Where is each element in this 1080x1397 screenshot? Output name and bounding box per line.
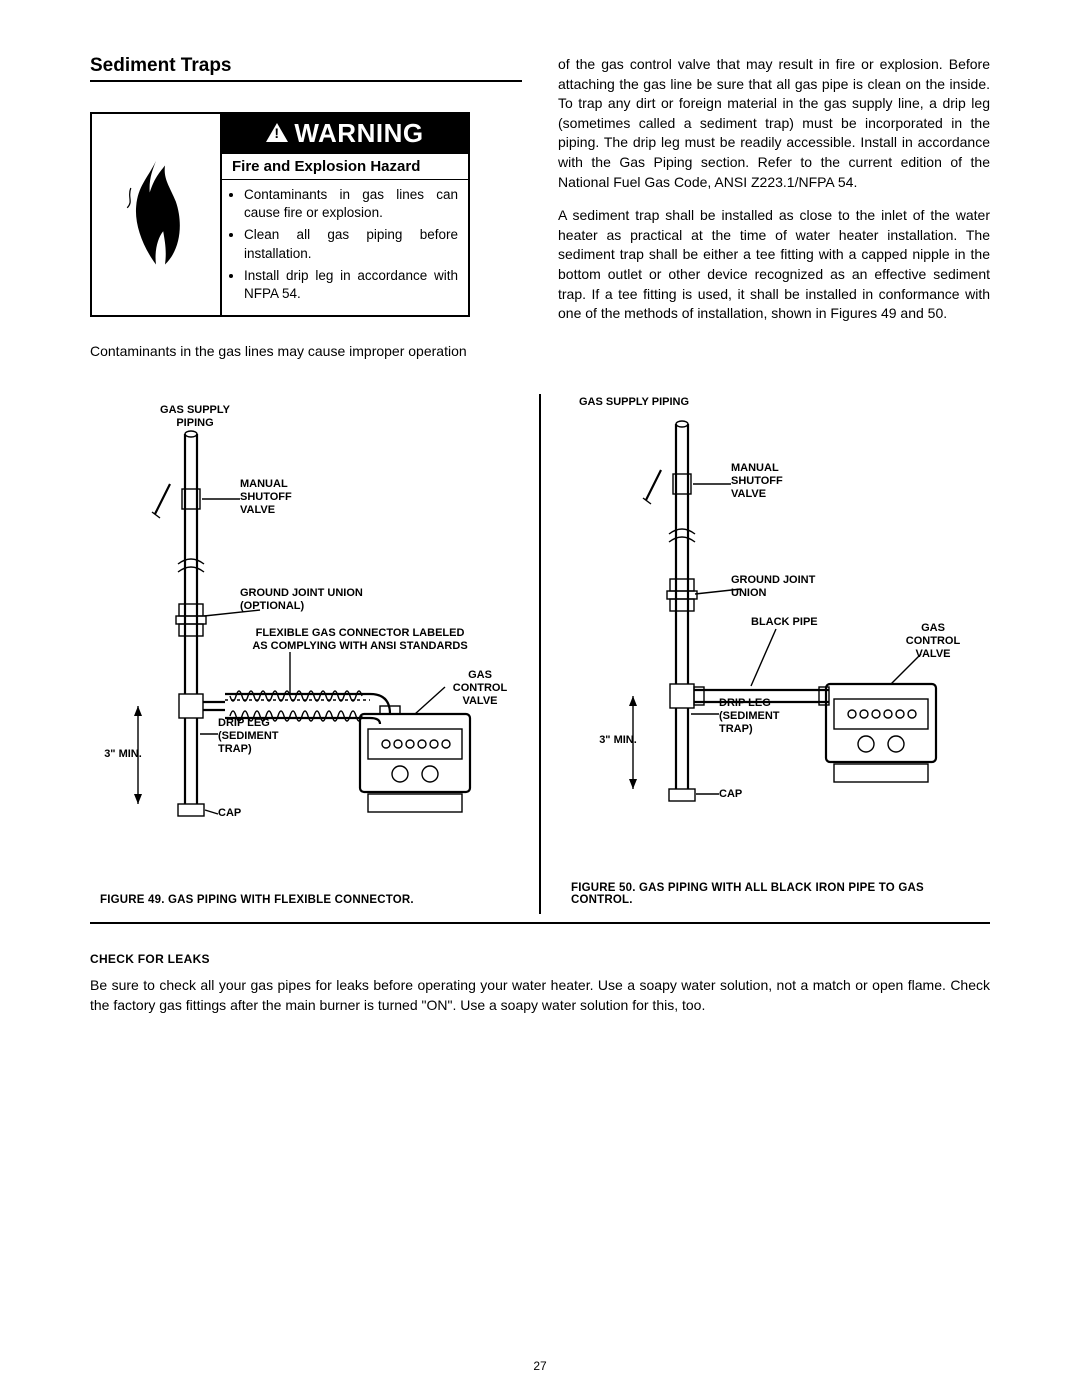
label-drip: DRIP LEG (SEDIMENT TRAP) <box>218 717 308 757</box>
label-gas-supply: GAS SUPPLY PIPING <box>579 396 739 409</box>
flame-icon <box>92 114 222 315</box>
warning-bullets: Contaminants in gas lines can cause fire… <box>222 180 468 315</box>
warning-banner: WARNING <box>222 114 468 154</box>
label-min: 3" MIN. <box>98 748 148 761</box>
warning-bullet: Clean all gas piping before installation… <box>244 226 458 262</box>
label-control: GAS CONTROL VALVE <box>893 622 973 662</box>
figure-50: GAS SUPPLY PIPING MANUAL SHUTOFF VALVE G… <box>541 394 990 914</box>
label-min: 3" MIN. <box>593 734 643 747</box>
label-cap: CAP <box>218 807 241 820</box>
right-para-1: of the gas control valve that may result… <box>558 55 990 192</box>
label-union: GROUND JOINT UNION <box>731 574 851 600</box>
figure-49: GAS SUPPLY PIPING MANUAL SHUTOFF VALVE G… <box>90 394 539 914</box>
section-title: Sediment Traps <box>90 55 522 82</box>
label-shutoff: MANUAL SHUTOFF VALVE <box>731 462 811 502</box>
label-drip: DRIP LEG (SEDIMENT TRAP) <box>719 697 809 737</box>
warning-box: WARNING Fire and Explosion Hazard Contam… <box>90 112 470 317</box>
figure-50-caption: FIGURE 50. GAS PIPING WITH ALL BLACK IRO… <box>571 882 931 906</box>
label-black-pipe: BLACK PIPE <box>751 616 851 629</box>
warning-bullet: Contaminants in gas lines can cause fire… <box>244 186 458 222</box>
warning-subhead: Fire and Explosion Hazard <box>222 154 468 180</box>
label-gas-supply: GAS SUPPLY PIPING <box>145 404 245 430</box>
label-flex: FLEXIBLE GAS CONNECTOR LABELED AS COMPLY… <box>250 627 470 653</box>
warning-text: WARNING <box>294 118 423 149</box>
warning-bullet: Install drip leg in accordance with NFPA… <box>244 267 458 303</box>
label-cap: CAP <box>719 788 742 801</box>
left-intro-text: Contaminants in the gas lines may cause … <box>90 342 522 362</box>
diagrams-row: GAS SUPPLY PIPING MANUAL SHUTOFF VALVE G… <box>90 394 990 924</box>
page-number: 27 <box>533 1359 546 1373</box>
label-shutoff: MANUAL SHUTOFF VALVE <box>240 478 320 518</box>
right-para-2: A sediment trap shall be installed as cl… <box>558 206 990 324</box>
check-leaks-body: Be sure to check all your gas pipes for … <box>90 976 990 1015</box>
figure-49-caption: FIGURE 49. GAS PIPING WITH FLEXIBLE CONN… <box>100 894 549 906</box>
alert-triangle-icon <box>266 123 288 142</box>
label-union: GROUND JOINT UNION (OPTIONAL) <box>240 587 380 613</box>
label-control: GAS CONTROL VALVE <box>440 669 520 709</box>
check-leaks-head: CHECK FOR LEAKS <box>90 952 990 966</box>
